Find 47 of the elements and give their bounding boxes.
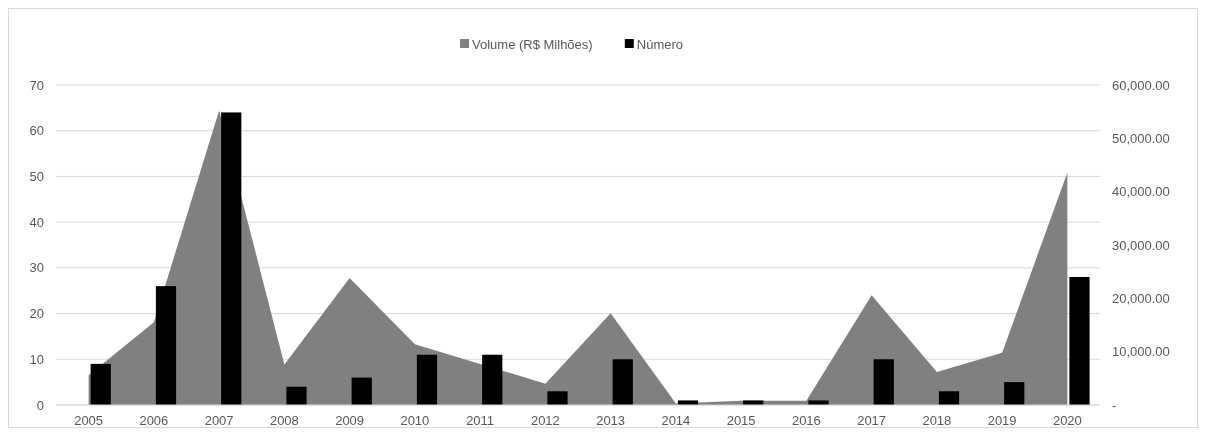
y2-tick-label: 10,000.00	[1112, 344, 1170, 360]
bar	[90, 363, 111, 405]
y-tick-label: 30	[29, 260, 44, 276]
x-tick-label: 2010	[400, 413, 430, 428]
legend-label: Número	[636, 36, 684, 52]
x-tick-label: 2006	[139, 413, 169, 428]
y-tick-label: 10	[29, 351, 44, 367]
bar	[351, 377, 372, 405]
legend-label: Volume (R$ Milhões)	[472, 36, 593, 52]
x-tick-label: 2013	[596, 413, 626, 428]
x-tick-label: 2005	[74, 413, 104, 428]
x-tick-label: 2017	[857, 413, 887, 428]
x-tick-label: 2009	[335, 413, 365, 428]
bar	[547, 391, 568, 405]
y-tick-label: 70	[29, 77, 44, 93]
y-tick-label: 40	[29, 214, 44, 230]
bar	[155, 286, 177, 405]
bar	[938, 391, 960, 405]
bar	[1004, 382, 1025, 405]
y-tick-label: 0	[36, 397, 44, 413]
bar	[482, 354, 503, 405]
y-tick-label: 50	[29, 168, 44, 184]
y2-tick-label: 20,000.00	[1112, 290, 1170, 306]
bar	[873, 359, 894, 405]
bar	[416, 354, 438, 405]
y-tick-label: 20	[29, 306, 44, 322]
x-tick-label: 2019	[987, 413, 1017, 428]
x-tick-label: 2008	[269, 413, 299, 428]
x-tick-label: 2012	[530, 413, 560, 428]
bar	[808, 400, 829, 405]
bar	[612, 359, 633, 405]
x-tick-label: 2020	[1052, 413, 1082, 428]
y2-tick-label: -	[1112, 397, 1117, 413]
x-tick-label: 2015	[726, 413, 756, 428]
bar	[286, 386, 307, 405]
y2-tick-label: 50,000.00	[1112, 130, 1170, 146]
x-tick-label: 2011	[466, 413, 495, 428]
x-tick-label: 2007	[204, 413, 234, 428]
x-tick-label: 2014	[661, 413, 691, 428]
y2-tick-label: 60,000.00	[1112, 77, 1170, 93]
x-tick-label: 2018	[922, 413, 952, 428]
bar	[221, 112, 242, 405]
y2-tick-label: 40,000.00	[1112, 184, 1170, 200]
y-tick-label: 60	[29, 123, 44, 139]
bar	[1069, 277, 1090, 405]
x-tick-label: 2016	[791, 413, 821, 428]
y2-tick-label: 30,000.00	[1112, 237, 1170, 253]
